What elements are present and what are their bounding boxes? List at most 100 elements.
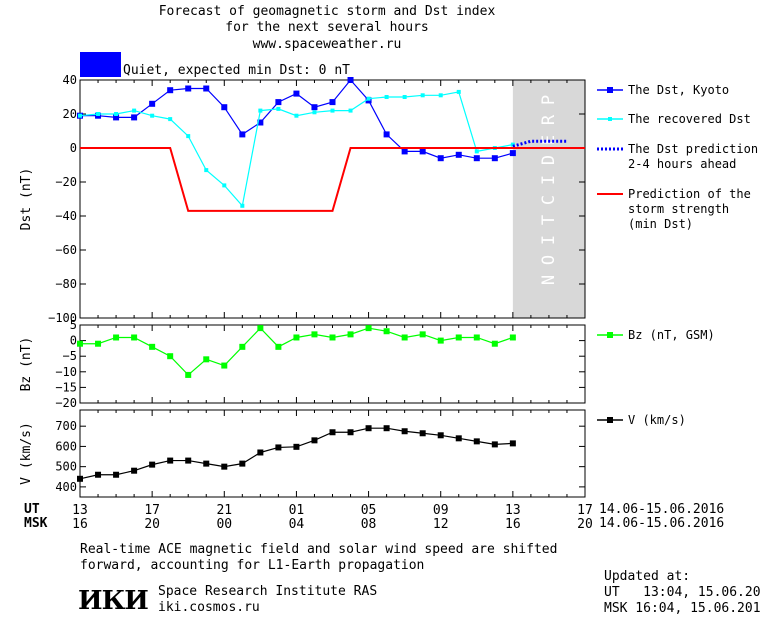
legend-marker	[607, 417, 613, 423]
msk-tick-label: 00	[216, 517, 232, 532]
data-point	[258, 108, 263, 113]
data-point	[311, 331, 318, 338]
data-point	[293, 443, 300, 450]
data-point	[185, 371, 192, 378]
org-link[interactable]: iki.cosmos.ru	[158, 600, 260, 615]
y-tick-label: 700	[55, 419, 77, 433]
updated-ut: UT 13:04, 15.06.2016	[604, 585, 760, 600]
prediction-band-letter: T	[539, 215, 559, 225]
ut-tick-label: 09	[433, 503, 449, 518]
prediction-band-letter: I	[539, 235, 559, 245]
ut-tick-label: 13	[505, 503, 521, 518]
data-point	[491, 340, 498, 347]
data-point	[402, 95, 407, 99]
data-point	[347, 429, 354, 436]
data-point	[401, 334, 408, 341]
prediction-band	[512, 80, 585, 318]
legend-label: The Dst prediction	[628, 142, 758, 156]
msk-tick-label: 04	[289, 517, 305, 532]
data-point	[149, 343, 156, 350]
data-point	[96, 112, 101, 116]
updated-msk: MSK 16:04, 15.06.2016	[604, 601, 760, 616]
data-point	[456, 89, 461, 94]
ut-tick-label: 01	[289, 503, 305, 518]
data-point	[257, 449, 264, 456]
ut-tick-label: 13	[72, 503, 88, 518]
y-tick-label: 20	[63, 107, 77, 121]
website-url: www.spaceweather.ru	[252, 37, 402, 52]
data-point	[95, 340, 102, 347]
prediction-band-letter: I	[539, 175, 559, 185]
y-tick-label: 600	[55, 439, 77, 453]
legend-label: Prediction of the	[628, 187, 751, 201]
panel-frame-0	[79, 79, 586, 319]
data-point	[239, 131, 246, 138]
legend-label: (min Dst)	[628, 217, 693, 231]
prediction-band-letter: R	[539, 114, 559, 125]
status-swatch	[80, 52, 121, 77]
y-tick-label: 0	[70, 141, 77, 155]
data-point	[419, 430, 426, 437]
prediction-band-letter: N	[539, 275, 559, 285]
y-tick-label: −80	[55, 277, 77, 291]
prediction-band-letter: P	[539, 95, 559, 105]
data-point	[240, 203, 245, 208]
data-point	[203, 356, 210, 363]
msk-tick-label: 12	[433, 517, 449, 532]
data-point	[473, 155, 480, 162]
ut-tick-label: 17	[144, 503, 160, 518]
data-point	[401, 428, 408, 435]
legend-marker	[607, 332, 613, 338]
data-point	[114, 112, 119, 116]
org-name: Space Research Institute RAS	[158, 584, 378, 599]
legend-label: The Dst, Kyoto	[628, 83, 729, 97]
data-point	[239, 343, 246, 350]
y-tick-label: 40	[63, 73, 77, 87]
y-tick-label: 5	[70, 318, 77, 332]
data-point	[275, 99, 282, 106]
data-point	[438, 93, 443, 98]
data-point	[491, 155, 498, 162]
panel-frame-2	[79, 409, 586, 498]
data-point	[95, 471, 102, 478]
data-point	[473, 438, 480, 445]
iki-logo: ИКИ	[78, 586, 149, 616]
data-point	[168, 117, 173, 122]
series-line-0-3	[80, 147, 585, 212]
data-point	[312, 110, 317, 115]
data-point	[437, 337, 444, 344]
data-point	[203, 460, 210, 467]
legend-marker	[607, 87, 613, 93]
data-point	[77, 340, 83, 347]
data-point	[78, 113, 82, 118]
data-point	[366, 96, 371, 101]
ut-tick-label: 17	[577, 503, 593, 518]
y-tick-label: −5	[63, 349, 77, 363]
data-point	[329, 334, 336, 341]
legend-label: Bz (nT, GSM)	[628, 328, 715, 342]
data-point	[132, 108, 137, 113]
data-point	[473, 334, 480, 341]
ut-tick-label: 21	[216, 503, 232, 518]
chart-title: Forecast of geomagnetic storm and Dst in…	[158, 4, 496, 19]
data-point	[347, 77, 354, 83]
y-axis-label: V (km/s)	[19, 422, 34, 485]
y-axis-label: Dst (nT)	[19, 168, 34, 231]
data-point	[186, 134, 191, 139]
data-point	[204, 168, 209, 173]
data-point	[509, 334, 516, 341]
data-point	[131, 114, 138, 121]
series-line-0-2	[512, 139, 567, 148]
data-point	[113, 114, 120, 121]
data-point	[420, 93, 425, 98]
data-point	[401, 148, 408, 155]
y-tick-label: 500	[55, 460, 77, 474]
data-point	[491, 441, 498, 448]
data-point	[203, 85, 210, 92]
y-tick-label: 400	[55, 480, 77, 494]
y-tick-label: 0	[70, 334, 77, 348]
msk-axis-label: MSK	[24, 516, 48, 531]
footnote-line-1: Real-time ACE magnetic field and solar w…	[80, 542, 558, 557]
y-tick-label: −100	[48, 311, 77, 325]
